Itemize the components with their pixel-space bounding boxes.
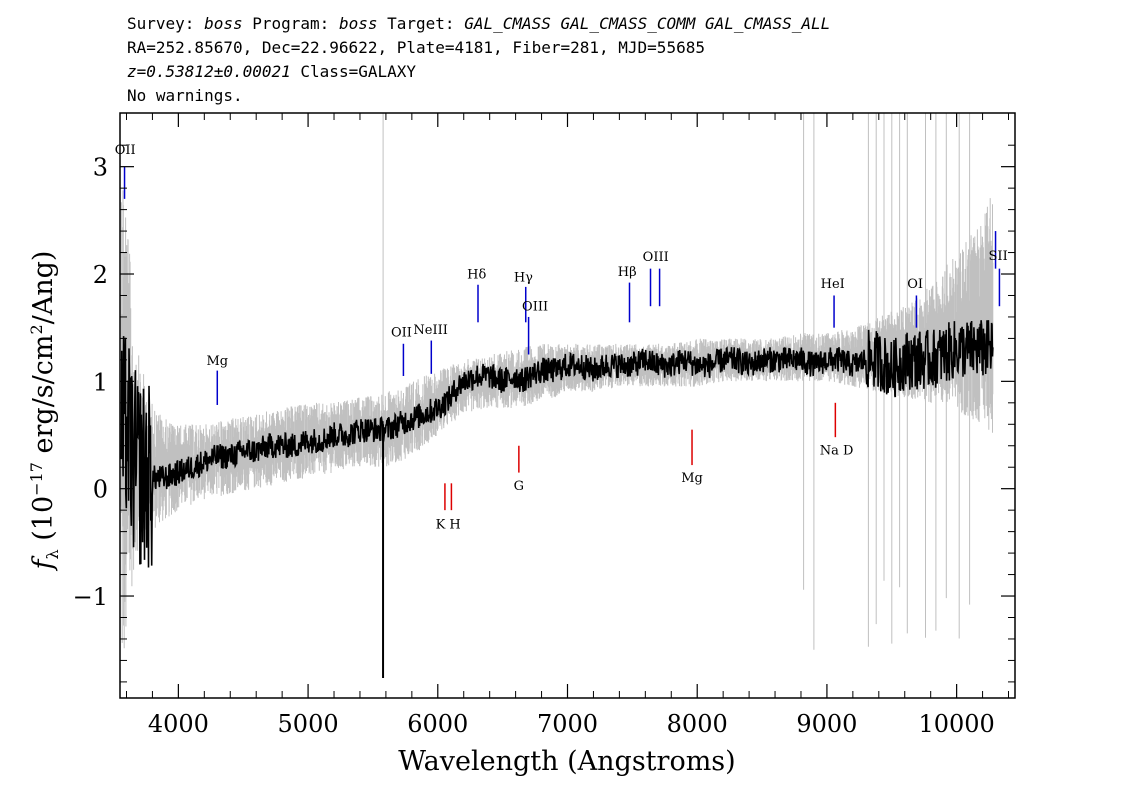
y-tick-label: −1 — [73, 583, 108, 611]
emission-line-label: Hγ — [514, 271, 533, 286]
y-axis-label: fλ (10−17 erg/s/cm2/Ang) — [27, 251, 62, 572]
spectrum-line — [120, 320, 994, 568]
emission-line-label: Hβ — [618, 265, 637, 280]
y-tick-label: 2 — [93, 261, 108, 289]
emission-line-label: OIII — [522, 300, 548, 315]
header-line-1: Survey: boss Program: boss Target: GAL_C… — [127, 14, 830, 34]
program-label: Program: — [252, 14, 330, 33]
noise-envelope — [120, 113, 994, 650]
header-line-2: RA=252.85670, Dec=22.96622, Plate=4181, … — [127, 38, 705, 57]
header-line-3: z=0.53812±0.00021 Class=GALAXY — [127, 62, 416, 82]
emission-line-label: HeI — [821, 277, 845, 292]
x-tick-label: 4000 — [148, 710, 209, 738]
x-tick-label: 5000 — [278, 710, 339, 738]
class-value: Class=GALAXY — [300, 62, 416, 81]
header-line-4: No warnings. — [127, 86, 243, 105]
emission-line-label: Hδ — [467, 267, 486, 282]
y-tick-label: 0 — [93, 476, 108, 504]
emission-line-label: OII — [391, 325, 412, 340]
x-tick-label: 6000 — [407, 710, 468, 738]
y-tick-label: 1 — [93, 368, 108, 396]
program-value: boss — [338, 14, 378, 33]
target-label: Target: — [387, 14, 455, 33]
survey-value: boss — [204, 14, 243, 33]
emission-line-label: Mg — [206, 354, 228, 369]
emission-line-label: OIII — [643, 250, 669, 265]
emission-line-label: SII — [989, 249, 1008, 264]
x-tick-label: 8000 — [667, 710, 728, 738]
plot-frame — [119, 112, 1016, 699]
redshift-value: z=0.53812±0.00021 — [127, 62, 291, 81]
y-tick-label: 3 — [93, 154, 108, 182]
x-axis-label: Wavelength (Angstroms) — [398, 746, 735, 777]
x-tick-label: 10000 — [918, 710, 994, 738]
survey-label: Survey: — [127, 14, 195, 33]
absorption-line-label: K H — [436, 517, 461, 532]
emission-line-label: OI — [907, 277, 923, 292]
target-value: GAL_CMASS GAL_CMASS_COMM GAL_CMASS_ALL — [464, 14, 831, 33]
absorption-line-label: G — [514, 479, 524, 494]
x-tick-label: 7000 — [537, 710, 598, 738]
absorption-line-label: Mg — [681, 471, 703, 486]
x-tick-label: 9000 — [796, 710, 857, 738]
emission-line-label: NeIII — [413, 323, 447, 338]
absorption-line-label: Na D — [820, 443, 854, 458]
